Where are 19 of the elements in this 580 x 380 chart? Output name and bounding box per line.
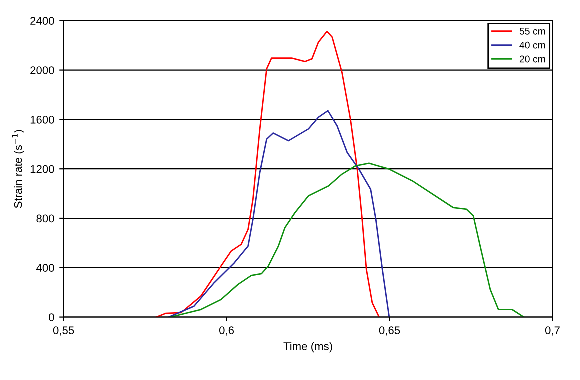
x-tick-label: 0,7 bbox=[545, 326, 560, 336]
y-tick-label: 1600 bbox=[30, 116, 54, 124]
x-tick-label: 0,6 bbox=[219, 326, 234, 336]
y-tick-label: 400 bbox=[36, 264, 54, 272]
y-tick-label: 2000 bbox=[30, 66, 54, 74]
x-tick-label: 0,55 bbox=[53, 326, 74, 336]
line-series bbox=[170, 162, 525, 318]
y-tick-label: 800 bbox=[36, 214, 54, 223]
y-tick-label: 1200 bbox=[30, 165, 54, 174]
y-axis-title: Strain rate (s$^{−1}$) bbox=[12, 130, 24, 208]
y-tick-label: 2400 bbox=[30, 17, 54, 26]
legend-label: 55 cm bbox=[520, 28, 546, 35]
y-tick-label: 0 bbox=[49, 314, 54, 322]
x-axis-title: Time (ms) bbox=[284, 342, 332, 353]
line-series bbox=[168, 110, 390, 318]
legend-label: 40 cm bbox=[520, 42, 546, 49]
x-tick-label: 0,65 bbox=[379, 326, 400, 336]
legend-label: 20 cm bbox=[520, 56, 546, 63]
line-series bbox=[156, 30, 380, 318]
